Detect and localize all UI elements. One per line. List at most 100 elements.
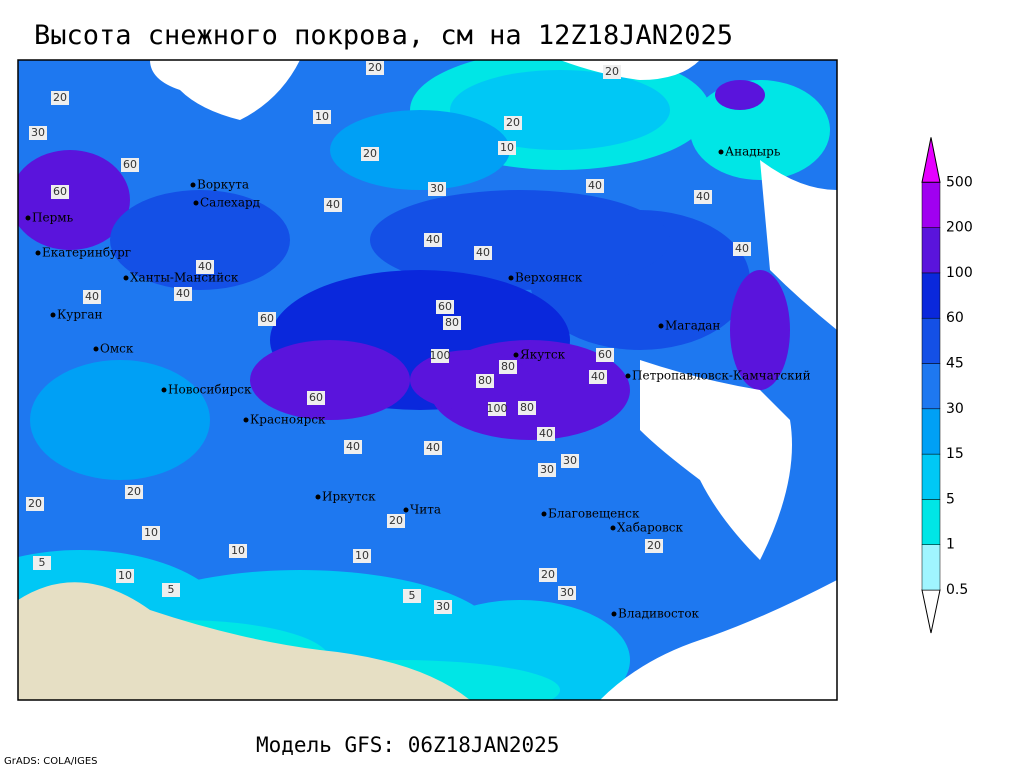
contour-label-box <box>307 391 325 405</box>
colorbar-label: 200 <box>946 220 973 236</box>
contour-label-box <box>596 348 614 362</box>
contour-label: 60 <box>123 158 137 171</box>
contour-label: 40 <box>198 260 212 273</box>
city-marker <box>611 611 617 617</box>
contour-label-box <box>174 287 192 301</box>
contour-label-box <box>539 568 557 582</box>
colorbar-label: 45 <box>946 356 964 372</box>
contour-label-box <box>434 600 452 614</box>
colorbar-label: 100 <box>946 265 973 281</box>
snow-area <box>715 80 765 110</box>
contour-label: 30 <box>560 586 574 599</box>
snow-area <box>18 150 130 250</box>
colorbar-cell <box>921 317 941 364</box>
contour-label: 60 <box>598 348 612 361</box>
contour-label-box <box>436 300 454 314</box>
contour-label: 40 <box>591 370 605 383</box>
city-label: Владивосток <box>618 607 700 621</box>
contour-label-box <box>196 260 214 274</box>
city-label: Омск <box>100 342 134 356</box>
sea <box>640 360 792 560</box>
contour-label: 100 <box>487 402 508 415</box>
credit: GrADS: COLA/IGES <box>4 756 98 767</box>
contour-label: 60 <box>53 185 67 198</box>
contour-label: 80 <box>501 360 515 373</box>
contour-label: 30 <box>430 182 444 195</box>
city-label: Красноярск <box>250 413 326 427</box>
contour-label-box <box>116 569 134 583</box>
contour-label: 100 <box>430 349 451 362</box>
contour-label-box <box>561 454 579 468</box>
contour-label: 20 <box>28 497 42 510</box>
contour-label-box <box>474 246 492 260</box>
contour-label: 80 <box>520 401 534 414</box>
city-label: Ханты-Мансийск <box>130 271 239 285</box>
colorbar-bottom <box>921 589 941 634</box>
contour-label-box <box>498 141 516 155</box>
contour-label: 80 <box>478 374 492 387</box>
contour-label-box <box>33 556 51 570</box>
title: Высота снежного покрова, см на 12Z18JAN2… <box>34 20 733 51</box>
contour-label-box <box>586 179 604 193</box>
city-label: Хабаровск <box>617 521 683 535</box>
contour-label-box <box>229 544 247 558</box>
contour-label: 20 <box>541 568 555 581</box>
contour-label: 5 <box>39 556 46 569</box>
contour-label-box <box>26 497 44 511</box>
contour-label: 30 <box>540 463 554 476</box>
city-marker <box>123 275 129 281</box>
sea <box>760 160 837 330</box>
contour-label: 20 <box>127 485 141 498</box>
contour-label: 40 <box>426 233 440 246</box>
snow-area <box>330 110 510 190</box>
city-label: Благовещенск <box>548 507 640 521</box>
city-marker <box>50 312 56 318</box>
city-label: Пермь <box>32 211 74 225</box>
city-marker <box>315 494 321 500</box>
city-label: Иркутск <box>322 490 376 504</box>
contour-label-box <box>424 233 442 247</box>
contour-label: 20 <box>389 514 403 527</box>
city-marker <box>508 275 514 281</box>
contour-label-box <box>645 539 663 553</box>
contour-label-box <box>353 549 371 563</box>
contour-label: 20 <box>368 61 382 74</box>
city-marker <box>513 352 519 358</box>
contour-label-box <box>488 402 506 416</box>
contour-label: 5 <box>168 583 175 596</box>
contour-label-box <box>443 316 461 330</box>
city-label: Новосибирск <box>168 383 252 397</box>
city-label: Петропавловск-Камчатский <box>632 369 811 383</box>
contour-label: 40 <box>176 287 190 300</box>
city-marker <box>403 507 409 513</box>
contour-label-box <box>313 110 331 124</box>
contour-label-box <box>258 312 276 326</box>
sea <box>150 60 300 120</box>
contour-label-box <box>403 589 421 603</box>
contour-label-box <box>537 427 555 441</box>
city-label: Воркута <box>197 178 249 192</box>
colorbar-label: 30 <box>946 401 964 417</box>
colorbar-cell <box>921 182 941 228</box>
contour-label: 60 <box>438 300 452 313</box>
model-caption: Модель GFS: 06Z18JAN2025 <box>256 733 559 757</box>
contour-label: 10 <box>118 569 132 582</box>
colorbar-label: 1 <box>946 537 955 553</box>
colorbar-cell <box>921 227 941 274</box>
snow-area <box>410 600 630 700</box>
colorbar-label: 60 <box>946 310 964 326</box>
contour-label: 10 <box>231 544 245 557</box>
contour-label-box <box>504 116 522 130</box>
colorbar-cell <box>921 408 941 455</box>
contour-label: 40 <box>346 440 360 453</box>
colorbar-label: 500 <box>946 174 973 190</box>
contour-label: 40 <box>735 242 749 255</box>
snow-area <box>410 350 530 410</box>
city-marker <box>93 346 99 352</box>
contour-label-box <box>366 61 384 75</box>
city-marker <box>610 525 616 531</box>
city-label: Чита <box>410 503 441 517</box>
sea <box>560 60 700 80</box>
colorbar-label: 5 <box>946 491 955 507</box>
